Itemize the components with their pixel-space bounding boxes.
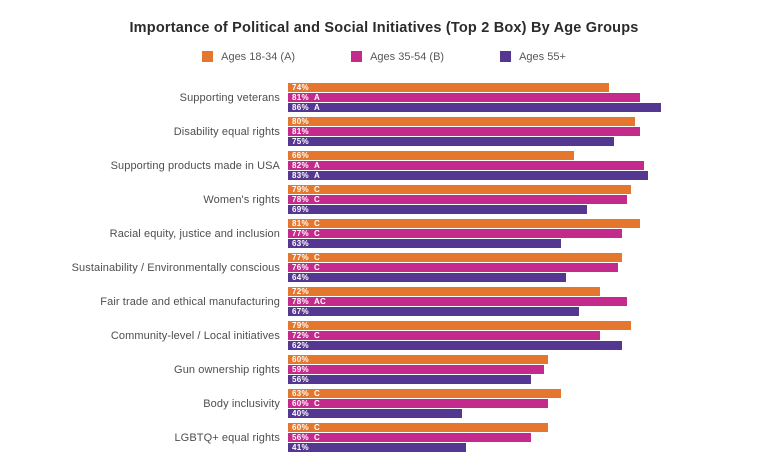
bar-ages-35-54-b: 82% A [288,161,644,170]
bar-ages-55: 69% [288,205,588,214]
category-row: Fair trade and ethical manufacturing 72% 7… [0,287,768,316]
bar-ages-18-34-a: 79% [288,321,631,330]
bar-ages-35-54-b: 78% AC [288,297,627,306]
bar-ages-35-54-b: 81% [288,127,640,136]
bar-ages-35-54-b: 60% C [288,399,549,408]
legend-label: Ages 55+ [519,50,566,63]
bar-ages-18-34-a: 66% [288,151,575,160]
bar-ages-55: 62% [288,341,623,350]
category-label: Supporting veterans [179,91,280,104]
category-row: Body inclusivity 63% C 60% C 40% [0,389,768,418]
category-label: Supporting products made in USA [110,159,280,172]
category-label: Community-level / Local initiatives [110,329,280,342]
bar-group: 72% 78% AC 67% [288,287,722,316]
bar-ages-55: 63% [288,239,562,248]
category-row: Sustainability / Environmentally conscio… [0,253,768,282]
legend-label: Ages 18-34 (A) [221,50,296,63]
legend-item: Ages 35-54 (B) [351,51,444,63]
chart-title: Importance of Political and Social Initi… [129,20,639,36]
bar-group: 79% 72% C 62% [288,321,722,350]
bar-ages-18-34-a: 63% C [288,389,562,398]
bar-group: 80% 81% 75% [288,117,722,146]
bar-ages-35-54-b: 72% C [288,331,601,340]
category-label: Fair trade and ethical manufacturing [100,295,280,308]
category-label: Racial equity, justice and inclusion [109,227,280,240]
bar-ages-18-34-a: 81% C [288,219,640,228]
bar-group: 81% C 77% C 63% [288,219,722,248]
legend-item: Ages 55+ [500,51,566,63]
bar-ages-55: 56% [288,375,532,384]
bar-ages-18-34-a: 72% [288,287,601,296]
bar-ages-35-54-b: 76% C [288,263,618,272]
bar-ages-35-54-b: 78% C [288,195,627,204]
bar-ages-55: 83% A [288,171,649,180]
category-row: Women's rights 79% C 78% C 69% [0,185,768,214]
bar-ages-18-34-a: 60% [288,355,549,364]
bar-group: 79% C 78% C 69% [288,185,722,214]
category-label: Gun ownership rights [174,363,280,376]
category-label: LGBTQ+ equal rights [174,431,280,444]
category-row: LGBTQ+ equal rights 60% C 56% C 41% [0,423,768,452]
category-label: Sustainability / Environmentally conscio… [71,261,280,274]
bar-ages-35-54-b: 77% C [288,229,623,238]
bar-ages-18-34-a: 77% C [288,253,623,262]
category-label: Body inclusivity [203,397,280,410]
category-row: Gun ownership rights 60% 59% 56% [0,355,768,384]
category-row: Supporting veterans 74% 81% A 86% A [0,83,768,112]
bar-chart: Supporting veterans 74% 81% A 86% A Disabili… [0,83,768,452]
bar-ages-55: 40% [288,409,462,418]
legend-swatch-icon [202,51,214,62]
bar-ages-18-34-a: 74% [288,83,610,92]
bar-group: 63% C 60% C 40% [288,389,722,418]
bar-group: 74% 81% A 86% A [288,83,722,112]
bar-group: 77% C 76% C 64% [288,253,722,282]
bar-ages-18-34-a: 60% C [288,423,549,432]
legend-item: Ages 18-34 (A) [202,51,295,63]
bar-ages-55: 64% [288,273,566,282]
category-label: Disability equal rights [173,125,280,138]
bar-ages-35-54-b: 56% C [288,433,532,442]
legend-swatch-icon [351,51,363,62]
bar-ages-35-54-b: 59% [288,365,545,374]
bar-ages-55: 86% A [288,103,662,112]
bar-ages-55: 67% [288,307,579,316]
bar-ages-18-34-a: 79% C [288,185,631,194]
legend: Ages 18-34 (A) Ages 35-54 (B) Ages 55+ [0,50,768,63]
category-row: Community-level / Local initiatives 79% 72… [0,321,768,350]
legend-swatch-icon [500,51,512,62]
bar-group: 66% 82% A 83% A [288,151,722,180]
category-row: Racial equity, justice and inclusion 81% … [0,219,768,248]
bar-ages-18-34-a: 80% [288,117,636,126]
category-label: Women's rights [203,193,280,206]
legend-label: Ages 35-54 (B) [370,50,445,63]
bar-ages-55: 75% [288,137,614,146]
bar-ages-35-54-b: 81% A [288,93,640,102]
bar-ages-55: 41% [288,443,466,452]
category-row: Disability equal rights 80% 81% 75% [0,117,768,146]
bar-group: 60% 59% 56% [288,355,722,384]
bar-group: 60% C 56% C 41% [288,423,722,452]
